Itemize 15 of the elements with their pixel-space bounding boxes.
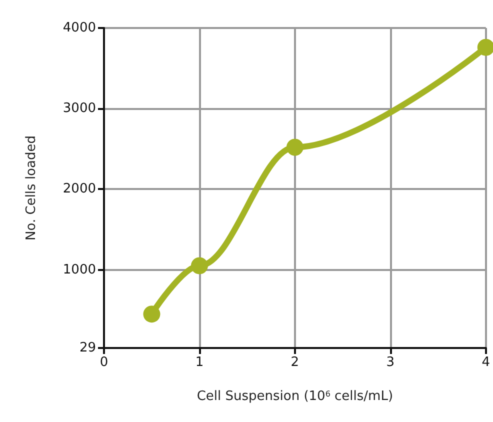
- point: [190, 257, 208, 274]
- y-axis-title: No. Cells loaded: [24, 136, 39, 240]
- y-tick-label: 29: [79, 340, 96, 356]
- y-tick-label: 2000: [62, 182, 96, 197]
- x-tick-label: 3: [386, 355, 395, 370]
- y-tick-label: 4000: [62, 20, 96, 36]
- x-tick-label: 2: [290, 355, 300, 370]
- x-tick-label: 1: [195, 355, 204, 370]
- x-tick-label: 4: [482, 355, 490, 370]
- y-tick-label: 3000: [62, 101, 96, 116]
- point: [477, 38, 493, 56]
- point: [143, 306, 160, 323]
- point: [286, 138, 304, 156]
- x-tick-label: 0: [100, 355, 108, 370]
- y-tick-label: 1000: [62, 262, 96, 278]
